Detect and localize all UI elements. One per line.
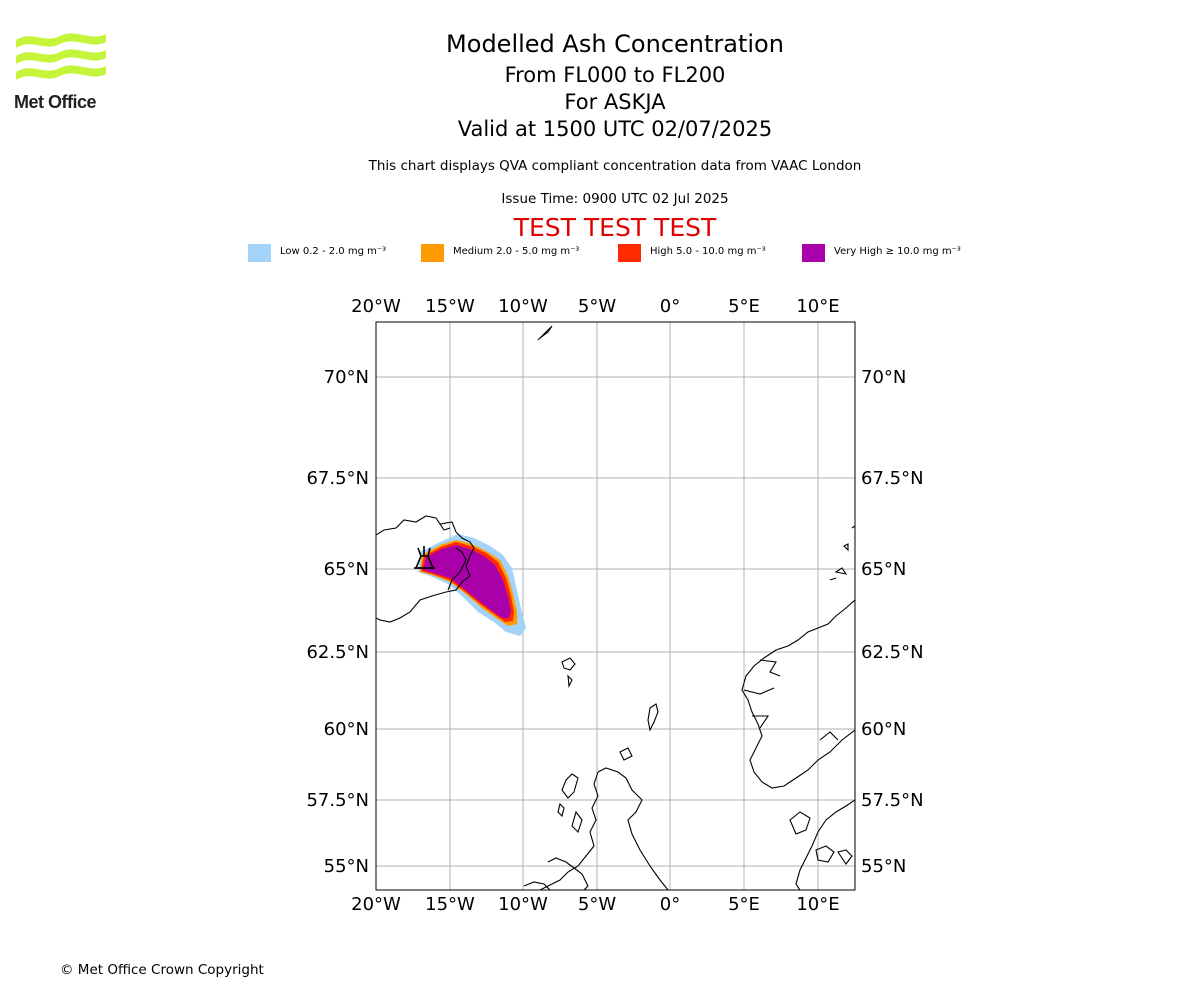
- concentration-legend: Low 0.2 - 2.0 mg m⁻³ Medium 2.0 - 5.0 mg…: [0, 244, 1200, 264]
- valid-time: Valid at 1500 UTC 02/07/2025: [457, 117, 773, 141]
- coastline-shetland: [647, 703, 659, 732]
- legend-swatch-high: [618, 244, 641, 262]
- lat-label-right: 55°N: [861, 856, 906, 877]
- lat-label-left: 67.5°N: [306, 468, 369, 489]
- lon-label-top: 5°W: [578, 296, 616, 317]
- lat-label-right: 57.5°N: [861, 790, 924, 811]
- legend-swatch-low: [248, 244, 271, 262]
- lat-label-left: 70°N: [324, 367, 369, 388]
- lat-label-right: 60°N: [861, 719, 906, 740]
- lon-label-bottom: 20°W: [351, 894, 401, 915]
- coastline-jan-mayen: [537, 325, 553, 341]
- lon-label-top: 10°W: [498, 296, 548, 317]
- lat-label-right: 70°N: [861, 367, 906, 388]
- lon-label-top: 15°W: [425, 296, 475, 317]
- lon-label-top: 0°: [660, 296, 680, 317]
- legend-label-low: Low 0.2 - 2.0 mg m⁻³: [280, 246, 387, 257]
- legend-label-high: High 5.0 - 10.0 mg m⁻³: [650, 246, 766, 257]
- longitude-labels-bottom: 20°W 15°W 10°W 5°W 0° 5°E 10°E: [351, 894, 839, 915]
- met-office-logo: Met Office: [14, 30, 108, 112]
- volcano-name: For ASKJA: [564, 90, 666, 114]
- coastline-norway: [741, 599, 855, 789]
- coastline-faroes: [561, 657, 576, 688]
- lon-label-bottom: 0°: [660, 894, 680, 915]
- issue-time: Issue Time: 0900 UTC 02 Jul 2025: [501, 191, 729, 207]
- latitude-labels-right: 70°N 67.5°N 65°N 62.5°N 60°N 57.5°N 55°N: [861, 367, 924, 877]
- lat-label-right: 65°N: [861, 559, 906, 580]
- lat-label-left: 57.5°N: [306, 790, 369, 811]
- legend-label-medium: Medium 2.0 - 5.0 mg m⁻³: [453, 246, 580, 257]
- volcano-icon: [414, 546, 435, 569]
- latitude-labels-left: 70°N 67.5°N 65°N 62.5°N 60°N 57.5°N 55°N: [306, 367, 369, 877]
- lon-label-top: 10°E: [796, 296, 839, 317]
- chart-title: Modelled Ash Concentration: [446, 30, 784, 58]
- logo-wordmark: Met Office: [14, 92, 97, 112]
- lat-label-left: 65°N: [324, 559, 369, 580]
- lat-label-left: 62.5°N: [306, 642, 369, 663]
- copyright-notice: © Met Office Crown Copyright: [60, 962, 264, 978]
- chart-description: This chart displays QVA compliant concen…: [368, 158, 862, 174]
- legend-swatch-medium: [421, 244, 444, 262]
- lon-label-bottom: 10°E: [796, 894, 839, 915]
- coastline-iceland: [376, 515, 475, 623]
- lon-label-bottom: 10°W: [498, 894, 548, 915]
- coastline-denmark: [795, 799, 855, 890]
- coastline-scotland: [597, 767, 669, 890]
- map-frame: [375, 321, 856, 891]
- lon-label-bottom: 5°E: [728, 894, 760, 915]
- lon-label-bottom: 5°W: [578, 894, 616, 915]
- legend-swatch-very-high: [802, 244, 825, 262]
- lon-label-top: 20°W: [351, 296, 401, 317]
- lon-label-bottom: 15°W: [425, 894, 475, 915]
- lat-label-left: 60°N: [324, 719, 369, 740]
- met-office-waves-icon: [16, 33, 106, 80]
- flight-level-range: From FL000 to FL200: [504, 63, 726, 87]
- map-background: [376, 322, 855, 890]
- longitude-labels-top: 20°W 15°W 10°W 5°W 0° 5°E 10°E: [351, 296, 839, 317]
- test-banner: TEST TEST TEST: [513, 213, 717, 242]
- lat-label-right: 62.5°N: [861, 642, 924, 663]
- coastlines: [376, 325, 855, 890]
- lon-label-top: 5°E: [728, 296, 760, 317]
- legend-label-very-high: Very High ≥ 10.0 mg m⁻³: [834, 246, 961, 257]
- ash-very-high-region: [423, 545, 511, 618]
- lat-label-right: 67.5°N: [861, 468, 924, 489]
- lat-label-left: 55°N: [324, 856, 369, 877]
